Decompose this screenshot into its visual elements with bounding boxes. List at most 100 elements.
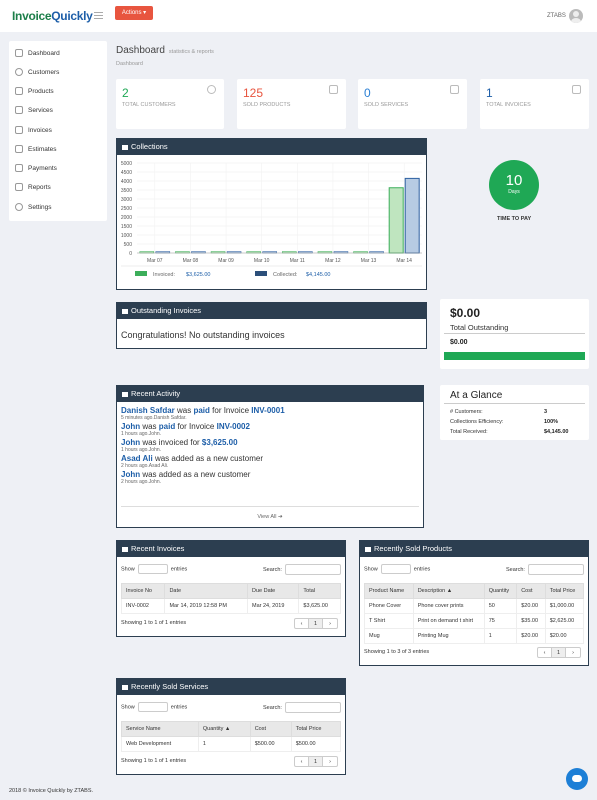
table-row[interactable]: Phone Cover Phone cover prints 50 $20.00 $1,…	[364, 598, 585, 614]
column-header[interactable]: Invoice No	[120, 583, 166, 599]
pagination: ‹ 1 ›	[294, 756, 338, 767]
list-icon	[122, 308, 128, 314]
column-header[interactable]: Service Name	[121, 721, 199, 737]
sidebar-item-settings[interactable]: Settings	[15, 200, 52, 214]
activity-link[interactable]: INV-0001	[251, 406, 285, 415]
table-cell: Mug	[364, 628, 414, 644]
sidebar-item-reports[interactable]: Reports	[15, 180, 51, 194]
y-tick-label: 5000	[121, 161, 132, 167]
sidebar-item-estimates[interactable]: Estimates	[15, 142, 57, 156]
progress-fill	[444, 352, 585, 360]
panel-header: Recently Sold Services	[117, 679, 345, 695]
stat-total-invoices[interactable]: 1 TOTAL INVOICES	[480, 79, 589, 129]
stat-sold-products[interactable]: 125 SOLD PRODUCTS	[237, 79, 346, 129]
column-header[interactable]: Total Price	[290, 721, 342, 737]
length-control: Show entries	[121, 702, 187, 712]
sidebar-item-invoices[interactable]: Invoices	[15, 123, 52, 137]
avatar[interactable]	[569, 9, 583, 23]
activity-link[interactable]: John	[121, 438, 141, 447]
column-header[interactable]: Quantity	[483, 583, 518, 599]
sidebar-item-payments[interactable]: Payments	[15, 161, 57, 175]
page-button[interactable]: 1	[552, 648, 566, 657]
column-header[interactable]: Cost	[516, 583, 546, 599]
activity-text-part: was invoiced for	[140, 438, 202, 447]
table-info: Showing 1 to 1 of 1 entries	[121, 758, 187, 764]
logo[interactable]: InvoiceQuickly	[12, 9, 93, 23]
entries-select[interactable]	[137, 564, 168, 574]
activity-link[interactable]: Asad Ali	[121, 454, 153, 463]
legend-value: $3,625.00	[186, 272, 210, 278]
stat-label: TOTAL CUSTOMERS	[122, 102, 176, 108]
search-input[interactable]	[284, 564, 341, 575]
column-header[interactable]: Product Name	[364, 583, 414, 599]
time-to-pay-circle: 10 Days	[489, 160, 539, 210]
glance-value: $4,145.00	[544, 429, 569, 435]
stat-label: TOTAL INVOICES	[486, 102, 531, 108]
activity-text-part: was	[174, 406, 194, 415]
outstanding-message: Congratulations! No outstanding invoices	[121, 330, 285, 340]
table-row[interactable]: INV-0002 Mar 14, 2019 12:58 PM Mar 24, 201…	[120, 598, 341, 614]
activity-link[interactable]: Danish Safdar	[121, 406, 175, 415]
copy-icon	[572, 85, 581, 94]
table-cell: $20.00	[516, 628, 546, 644]
activity-link[interactable]: paid	[193, 406, 210, 415]
table-cell: $3,625.00	[298, 598, 341, 614]
table-cell: T Shirt	[364, 613, 414, 629]
search-input[interactable]	[527, 564, 584, 575]
table-cell: Web Development	[121, 736, 199, 752]
user-icon	[207, 85, 216, 94]
prev-page-button[interactable]: ‹	[295, 757, 309, 766]
stat-sold-services[interactable]: 0 SOLD SERVICES	[358, 79, 467, 129]
actions-button[interactable]: Actions ▾	[115, 6, 153, 20]
table-row[interactable]: Web Development 1 $500.00 $500.00	[121, 736, 342, 752]
activity-link[interactable]: INV-0002	[216, 422, 250, 431]
column-header[interactable]: Date	[164, 583, 248, 599]
activity-text-part: for Invoice	[209, 406, 252, 415]
column-header[interactable]: Quantity ▲	[197, 721, 251, 737]
table-row[interactable]: Mug Printing Mug 1 $20.00 $20.00	[364, 628, 585, 644]
table-row[interactable]: T Shirt Print on demand t shirt 75 $35.00 $2…	[364, 613, 585, 629]
next-page-button[interactable]: ›	[572, 650, 574, 656]
column-header[interactable]: Description ▲	[412, 583, 485, 599]
time-to-pay-value: 10	[505, 172, 523, 189]
sidebar-item-products[interactable]: Products	[15, 84, 54, 98]
prev-page-button[interactable]: ‹	[295, 619, 309, 628]
user-name[interactable]: ZTABS	[547, 13, 566, 19]
activity-item: John was added as a new customer 2 hours …	[121, 470, 421, 485]
y-tick-label: 1500	[121, 224, 132, 230]
next-page-button[interactable]: ›	[329, 759, 331, 765]
legend-label: Invoiced:	[153, 272, 175, 278]
page-button[interactable]: 1	[309, 619, 323, 628]
column-header[interactable]: Due Date	[246, 583, 300, 599]
glance-label: # Customers:	[450, 409, 483, 415]
entries-select[interactable]	[380, 564, 411, 574]
x-tick-label: Mar 08	[183, 258, 199, 264]
menu-toggle-icon[interactable]	[94, 12, 103, 19]
column-header[interactable]: Total Price	[544, 583, 585, 599]
x-tick-label: Mar 07	[147, 258, 163, 264]
entries-select[interactable]	[137, 702, 168, 712]
column-header[interactable]: Total	[298, 583, 341, 599]
y-tick-label: 3500	[121, 188, 132, 194]
prev-page-button[interactable]: ‹	[538, 648, 552, 657]
activity-link[interactable]: $3,625.00	[201, 438, 238, 447]
activity-meta: 2 hours ago.John.	[121, 479, 162, 485]
search-input[interactable]	[284, 702, 341, 713]
view-all-link[interactable]: View All ➔	[257, 514, 283, 520]
sidebar-item-customers[interactable]: Customers	[15, 65, 59, 79]
next-page-button[interactable]: ›	[329, 621, 331, 627]
glance-label: Collections Efficiency:	[450, 419, 504, 425]
y-tick-label: 3000	[121, 197, 132, 203]
sidebar-item-dashboard[interactable]: Dashboard	[15, 46, 60, 60]
page-button[interactable]: 1	[309, 757, 323, 766]
column-header[interactable]: Cost	[249, 721, 292, 737]
stat-total-customers[interactable]: 2 TOTAL CUSTOMERS	[116, 79, 224, 129]
length-control: Show entries	[364, 564, 430, 574]
activity-link[interactable]: paid	[158, 422, 176, 431]
x-tick-label: Mar 11	[290, 258, 305, 264]
sidebar-item-services[interactable]: Services	[15, 103, 53, 117]
chat-button[interactable]	[566, 768, 588, 790]
activity-link[interactable]: John	[121, 470, 141, 479]
activity-link[interactable]: John	[121, 422, 141, 431]
breadcrumb[interactable]: Dashboard	[116, 61, 143, 67]
